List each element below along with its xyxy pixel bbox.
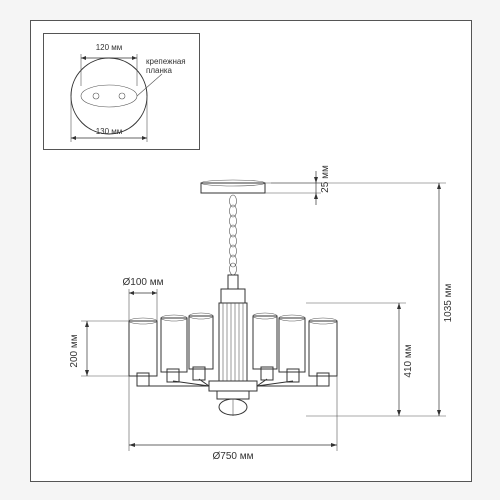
fixture-height-label: 410 мм bbox=[403, 344, 414, 377]
overall-height-label: 1035 мм bbox=[443, 283, 454, 322]
shade-diameter-label: Ø100 мм bbox=[123, 277, 164, 288]
arms bbox=[137, 367, 329, 386]
canopy-height-label: 25 мм bbox=[320, 165, 331, 193]
chain bbox=[230, 195, 237, 275]
page: 120 мм крепежная планка 130 мм bbox=[0, 0, 500, 500]
shades bbox=[129, 313, 337, 376]
chandelier-side-view: 1035 мм 410 мм 25 мм bbox=[31, 21, 471, 481]
shade-height-label: 200 мм bbox=[69, 334, 80, 367]
overall-diameter-label: Ø750 мм bbox=[213, 451, 254, 462]
drawing-frame: 120 мм крепежная планка 130 мм bbox=[30, 20, 472, 482]
